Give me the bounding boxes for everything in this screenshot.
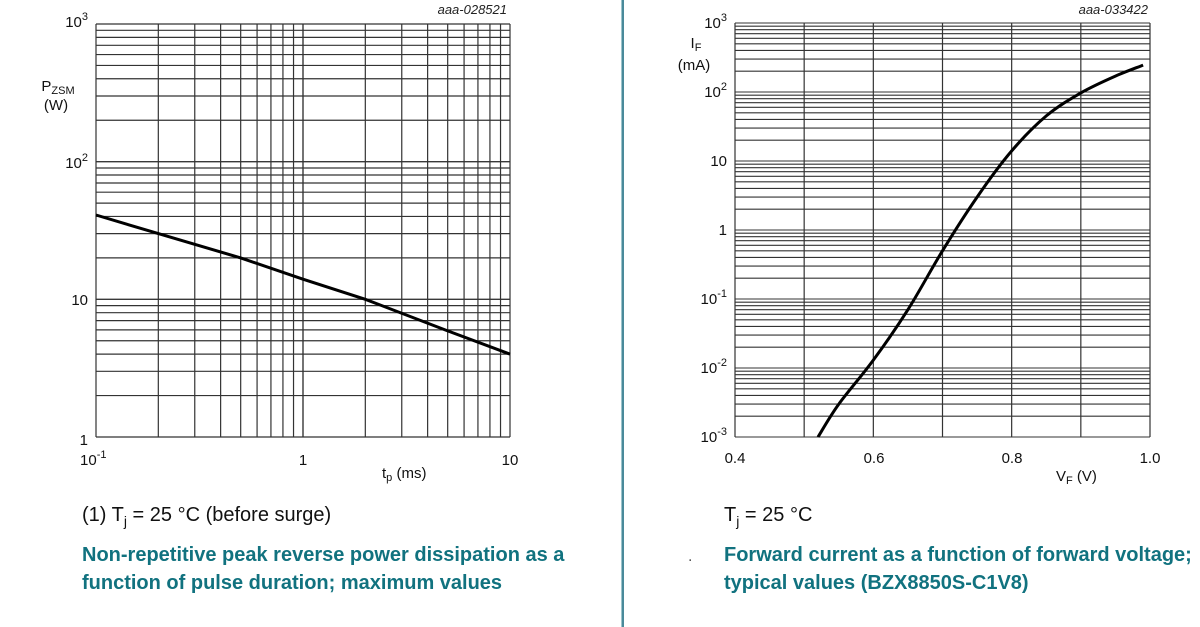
right-grid (734, 22, 1151, 438)
right-ytick: 10 (710, 153, 727, 170)
panel-divider (621, 0, 624, 627)
left-chart-panel: aaa-028521 103 102 10 1 PZSM (W) 10-1 1 … (41, 2, 565, 594)
left-figure-code: aaa-028521 (438, 2, 507, 17)
left-curve (95, 213, 511, 356)
right-condition-note: Tj = 25 °C (724, 504, 813, 529)
left-xtick-10: 10 (502, 452, 519, 469)
right-ytick: 10-3 (701, 426, 727, 446)
right-ytick: 102 (704, 81, 727, 101)
left-condition-note: (1) Tj = 25 °C (before surge) (82, 504, 332, 529)
right-xtick-0.4: 0.4 (725, 450, 746, 467)
right-ytick: 10-1 (701, 288, 727, 308)
left-y-axis-unit: (W) (44, 97, 68, 114)
left-figure-caption: Non-repetitive peak reverse power dissip… (82, 544, 565, 594)
right-curve (816, 63, 1144, 438)
right-ytick: 10-2 (701, 357, 727, 377)
left-ytick-100: 102 (65, 152, 88, 172)
left-y-axis-label: PZSM (41, 78, 74, 97)
left-x-axis-label: tp (ms) (382, 465, 426, 484)
right-y-axis-label: IF (691, 35, 702, 54)
right-figure-caption: Forward current as a function of forward… (724, 544, 1192, 594)
left-ytick-10: 10 (71, 292, 88, 309)
if-vs-vf-chart: aaa-033422 10-3 10-2 10-1 1 10 102 103 IF (mA)… (678, 2, 1161, 487)
right-figure-code: aaa-033422 (1079, 2, 1149, 17)
right-xtick-0.6: 0.6 (864, 450, 885, 467)
right-xtick-1.0: 1.0 (1140, 450, 1161, 467)
right-chart-panel: aaa-033422 10-3 10-2 10-1 1 10 102 103 IF (mA)… (626, 0, 1200, 627)
left-ytick-1000: 103 (65, 11, 88, 31)
right-ytick: 103 (704, 12, 727, 32)
right-x-axis-label: VF (V) (1056, 468, 1097, 487)
right-y-ticks: 10-3 10-2 10-1 1 10 102 103 (701, 12, 727, 446)
right-xtick-0.8: 0.8 (1002, 450, 1023, 467)
left-ytick-1: 1 (80, 432, 88, 449)
right-y-axis-unit: (mA) (678, 57, 711, 74)
left-grid (95, 23, 511, 438)
pzsm-vs-tp-chart: aaa-028521 103 102 10 1 PZSM (W) 10-1 1 … (41, 2, 519, 484)
left-xtick-1: 1 (299, 452, 307, 469)
caption-bullet: . (688, 548, 693, 565)
right-ytick: 1 (719, 222, 727, 239)
left-xtick-0.1: 10-1 (80, 449, 106, 469)
